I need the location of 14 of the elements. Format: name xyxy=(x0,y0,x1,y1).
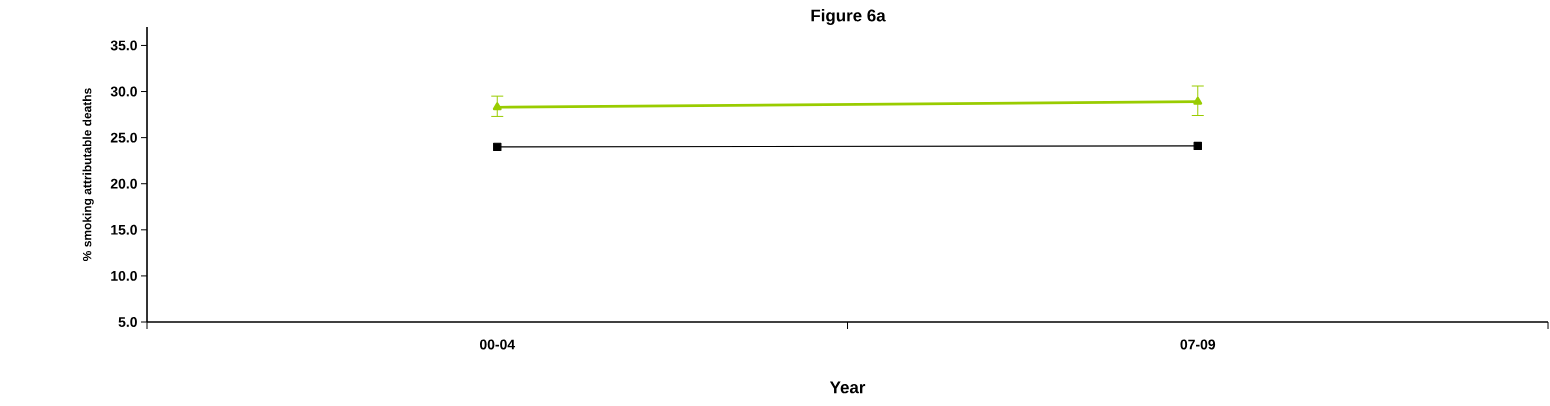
x-tick-label: 07-09 xyxy=(1180,339,1216,350)
y-tick-label: 15.0 xyxy=(111,224,137,235)
y-tick-label: 30.0 xyxy=(110,86,137,97)
y-axis-title: % smoking attributable deaths xyxy=(82,88,94,261)
y-tick-label: 10.0 xyxy=(111,270,137,281)
y-tick-label: 20.0 xyxy=(110,178,137,189)
point xyxy=(493,142,502,152)
y-tick-label: 5.0 xyxy=(118,317,137,327)
x-tick-label: 00-04 xyxy=(479,339,516,350)
y-tick-label: 35.0 xyxy=(110,40,137,51)
y-tick-label: 25.0 xyxy=(110,132,137,143)
point xyxy=(1193,141,1202,151)
x-axis-title: Year xyxy=(829,381,866,394)
chart-title: Figure 6a xyxy=(811,9,886,25)
